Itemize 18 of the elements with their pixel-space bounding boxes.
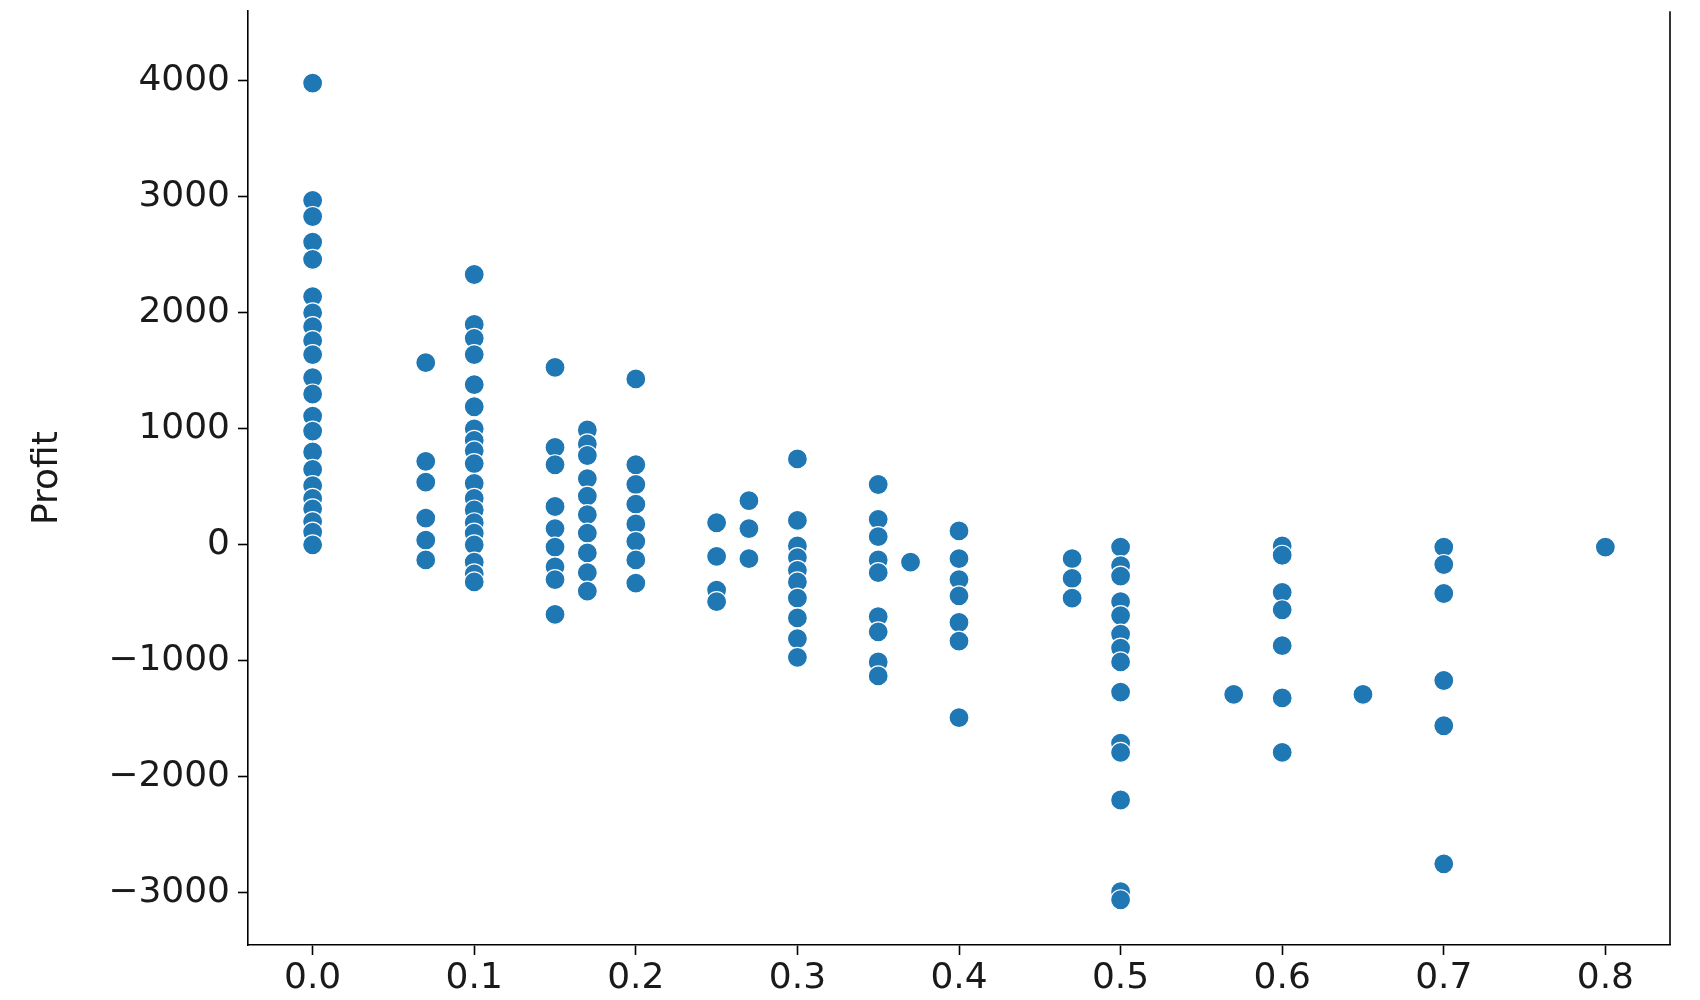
y-tick-label: −3000 [108,869,230,911]
y-tick-label: 2000 [138,289,230,331]
x-tick-label: 0.7 [1415,954,1473,996]
y-axis-title: Profit [23,431,65,526]
y-tick-label: 4000 [138,57,230,99]
x-tick-label: 0.0 [284,954,342,996]
y-tick-label: −1000 [108,637,230,679]
x-tick-label: 0.6 [1253,954,1311,996]
x-tick-label: 0.8 [1576,954,1634,996]
x-tick-label: 0.4 [930,954,988,996]
x-tick-label: 0.1 [445,954,503,996]
x-tick-label: 0.3 [768,954,827,996]
y-tick-label: −2000 [108,753,230,795]
y-tick-label: 3000 [138,173,230,215]
x-tick-label: 0.2 [607,954,665,996]
y-tick-label: 1000 [138,405,230,447]
y-tick-label: 0 [207,521,230,563]
x-tick-label: 0.5 [1091,954,1150,996]
